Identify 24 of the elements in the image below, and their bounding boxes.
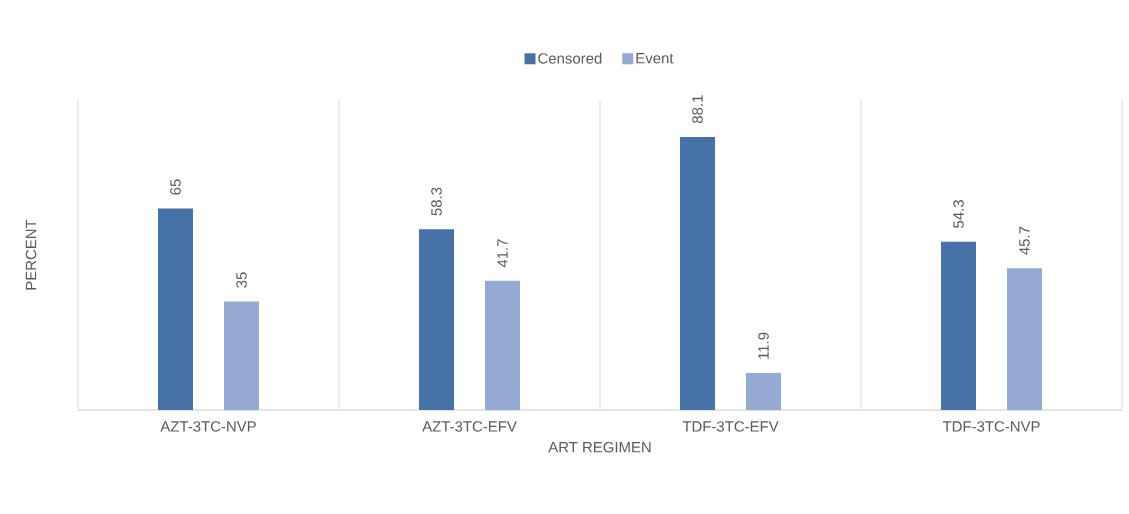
data-label: 65 xyxy=(170,179,181,195)
x-tick-label: AZT-3TC-EFV xyxy=(422,421,517,432)
bar xyxy=(158,208,193,410)
bar xyxy=(485,280,520,410)
data-label: 35 xyxy=(236,272,247,288)
data-label: 45.7 xyxy=(1019,226,1030,255)
x-tick-label: TDF-3TC-NVP xyxy=(942,421,1040,432)
x-tick-label: TDF-3TC-EFV xyxy=(682,421,779,432)
bar xyxy=(746,373,782,410)
bar xyxy=(941,241,977,410)
bar xyxy=(419,229,454,410)
x-tick-label: AZT-3TC-NVP xyxy=(160,421,256,432)
data-label: 54.3 xyxy=(953,200,964,228)
data-label: 88.1 xyxy=(692,95,703,124)
y-axis-title: PERCENT xyxy=(25,219,37,290)
bar xyxy=(680,136,716,410)
data-label: 11.9 xyxy=(758,332,769,359)
legend-label: Event xyxy=(636,53,674,64)
legend-label: Censored xyxy=(538,52,602,64)
bar xyxy=(1007,268,1043,410)
data-label: 41.7 xyxy=(497,239,508,268)
bar xyxy=(224,301,259,410)
x-axis-title: ART REGIMEN xyxy=(548,441,651,453)
data-label: 58.3 xyxy=(431,187,442,216)
